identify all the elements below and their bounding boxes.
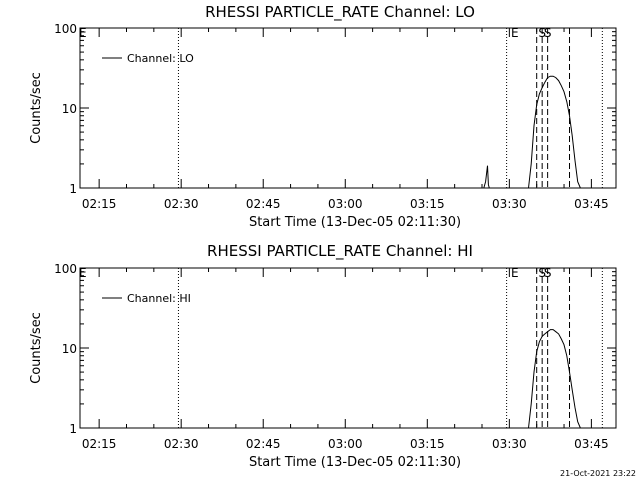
x-tick-label: 03:30: [492, 437, 527, 451]
flag-marker-label: E: [79, 266, 87, 280]
flag-marker-label: E: [79, 26, 87, 40]
chart-title: RHESSI PARTICLE_RATE Channel: LO: [205, 3, 475, 22]
x-tick-label: 02:15: [82, 437, 117, 451]
flag-marker-label: S: [544, 266, 552, 280]
x-axis-label: Start Time (13-Dec-05 02:11:30): [249, 455, 461, 470]
x-axis-label: Start Time (13-Dec-05 02:11:30): [249, 215, 461, 230]
legend-label: Channel: HI: [127, 292, 191, 305]
x-tick-label: 03:45: [574, 437, 609, 451]
y-tick-label: 10: [62, 102, 77, 116]
flag-marker-label: S: [538, 266, 546, 280]
y-axis-label: Counts/sec: [29, 312, 44, 384]
y-axis-label: Counts/sec: [29, 72, 44, 144]
y-tick-label: 1: [69, 422, 77, 436]
legend-label: Channel: LO: [127, 52, 194, 65]
x-tick-label: 03:30: [492, 197, 527, 211]
x-tick-label: 03:15: [410, 437, 445, 451]
x-tick-label: 03:00: [328, 437, 363, 451]
x-tick-label: 02:30: [164, 437, 199, 451]
series-line: [528, 329, 581, 429]
y-tick-label: 10: [62, 342, 77, 356]
flag-marker-label: E: [511, 26, 519, 40]
x-tick-label: 02:15: [82, 197, 117, 211]
x-tick-label: 02:45: [246, 197, 281, 211]
x-tick-label: 03:45: [574, 197, 609, 211]
flag-marker-label: S: [544, 26, 552, 40]
x-tick-label: 03:15: [410, 197, 445, 211]
footer-timestamp: 21-Oct-2021 23:22: [560, 469, 636, 478]
chart-title: RHESSI PARTICLE_RATE Channel: HI: [207, 242, 473, 261]
x-tick-label: 03:00: [328, 197, 363, 211]
y-tick-label: 100: [54, 262, 77, 276]
x-tick-label: 02:45: [246, 437, 281, 451]
series-line: [483, 75, 581, 189]
flag-marker-label: S: [538, 26, 546, 40]
y-tick-label: 1: [69, 182, 77, 196]
flag-marker-label: E: [511, 266, 519, 280]
y-tick-label: 100: [54, 22, 77, 36]
x-tick-label: 02:30: [164, 197, 199, 211]
